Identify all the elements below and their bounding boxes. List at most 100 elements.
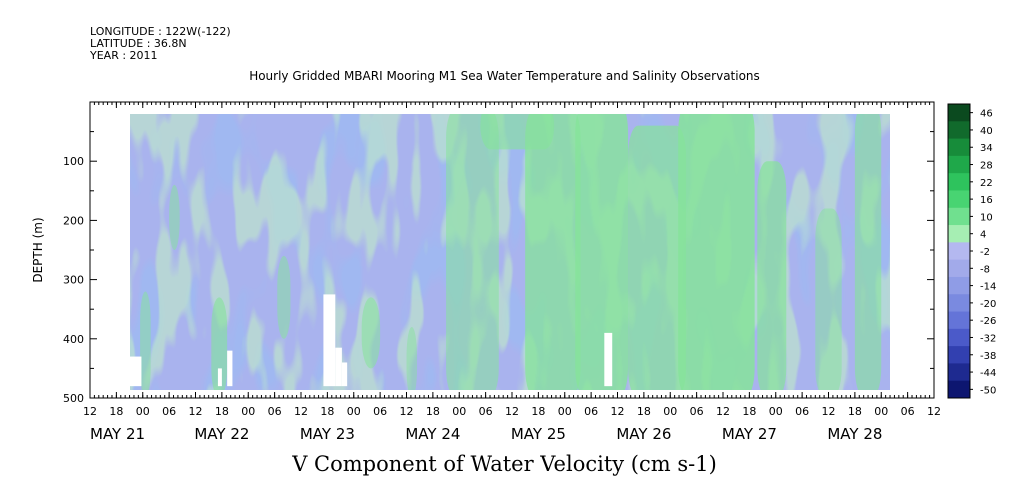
y-tick-label: 400 bbox=[63, 333, 84, 346]
x-axis-title: V Component of Water Velocity (cm s-1) bbox=[292, 452, 717, 476]
data-gap bbox=[335, 347, 342, 387]
colorbar-swatch bbox=[948, 276, 970, 295]
x-tick-label: 06 bbox=[162, 405, 176, 418]
x-tick-label: 00 bbox=[452, 405, 466, 418]
chart-title: Hourly Gridded MBARI Mooring M1 Sea Wate… bbox=[249, 69, 760, 83]
x-tick-label: 12 bbox=[189, 405, 203, 418]
x-tick-label: 06 bbox=[584, 405, 598, 418]
colorbar-swatch bbox=[948, 380, 970, 399]
colorbar-swatch bbox=[948, 225, 970, 243]
x-tick-label: 18 bbox=[848, 405, 862, 418]
colorbar-swatch bbox=[948, 259, 970, 278]
colorbar-label: -8 bbox=[980, 264, 990, 275]
positive-band bbox=[628, 125, 687, 390]
x-day-label: MAY 24 bbox=[405, 425, 460, 443]
colorbar-swatch bbox=[948, 155, 970, 174]
x-tick-label: 18 bbox=[320, 405, 334, 418]
x-tick-label: 12 bbox=[611, 405, 625, 418]
positive-velocity-regions bbox=[140, 114, 882, 390]
data-gap bbox=[217, 368, 222, 387]
x-day-label: MAY 22 bbox=[194, 425, 249, 443]
positive-band bbox=[277, 255, 291, 339]
x-tick-label: 12 bbox=[822, 405, 836, 418]
x-tick-label: 06 bbox=[690, 405, 704, 418]
x-tick-label: 00 bbox=[347, 405, 361, 418]
colorbar-label: -38 bbox=[980, 351, 996, 362]
positive-band bbox=[140, 291, 151, 390]
colorbar-swatch bbox=[948, 190, 970, 209]
positive-band bbox=[678, 114, 755, 390]
colorbar: 46 40 34 28 22 16 10 4 -2 -8 -14 -20 -26 -32 -38 -44 -50 bbox=[947, 103, 996, 399]
longitude-label: LONGITUDE : 122W(-122) bbox=[90, 25, 231, 38]
x-tick-label: 00 bbox=[769, 405, 783, 418]
colorbar-swatch bbox=[948, 242, 970, 261]
positive-band bbox=[169, 184, 180, 250]
x-day-label: MAY 26 bbox=[616, 425, 671, 443]
colorbar-swatch bbox=[948, 363, 970, 382]
data-gap bbox=[323, 294, 336, 387]
colorbar-label: -20 bbox=[980, 299, 996, 310]
y-tick-label: 500 bbox=[63, 392, 84, 405]
colorbar-swatch bbox=[948, 173, 970, 191]
colorbar-label: 16 bbox=[980, 195, 993, 206]
x-day-label: MAY 23 bbox=[300, 425, 355, 443]
y-tick-label: 100 bbox=[63, 155, 84, 168]
x-tick-label: 18 bbox=[215, 405, 229, 418]
data-gap bbox=[341, 362, 348, 387]
positive-band bbox=[525, 114, 581, 390]
colorbar-label: 4 bbox=[980, 230, 986, 241]
colorbar-label: 34 bbox=[980, 143, 993, 154]
colorbar-label: 28 bbox=[980, 161, 993, 172]
y-axis: 100 200 300 400 500 bbox=[63, 101, 934, 405]
x-day-label: MAY 27 bbox=[722, 425, 777, 443]
x-day-label: MAY 28 bbox=[827, 425, 882, 443]
colorbar-swatch bbox=[948, 311, 970, 330]
x-tick-label: 12 bbox=[294, 405, 308, 418]
y-tick-label: 200 bbox=[63, 214, 84, 227]
x-tick-label: 00 bbox=[136, 405, 150, 418]
x-tick-label: 00 bbox=[241, 405, 255, 418]
x-tick-label: 18 bbox=[426, 405, 440, 418]
positive-band bbox=[361, 297, 381, 369]
x-tick-label: 18 bbox=[637, 405, 651, 418]
x-day-label: MAY 25 bbox=[511, 425, 566, 443]
colorbar-swatch bbox=[948, 328, 970, 347]
x-tick-label: 00 bbox=[663, 405, 677, 418]
y-axis-title: DEPTH (m) bbox=[31, 217, 45, 282]
colorbar-label: 46 bbox=[980, 109, 993, 120]
x-tick-label: 00 bbox=[874, 405, 888, 418]
positive-band bbox=[854, 114, 882, 390]
x-day-label: MAY 21 bbox=[90, 425, 145, 443]
year-label: YEAR : 2011 bbox=[90, 49, 158, 62]
x-tick-label: 06 bbox=[479, 405, 493, 418]
x-tick-label: 12 bbox=[716, 405, 730, 418]
positive-band bbox=[757, 161, 787, 390]
x-tick-label: 12 bbox=[83, 405, 97, 418]
colorbar-swatch bbox=[948, 207, 970, 226]
positive-band bbox=[446, 114, 499, 390]
data-gap bbox=[227, 350, 233, 387]
positive-band bbox=[815, 208, 842, 390]
x-tick-label: 06 bbox=[901, 405, 915, 418]
positive-band bbox=[406, 326, 418, 390]
colorbar-label: -14 bbox=[980, 282, 996, 293]
x-tick-label: 00 bbox=[558, 405, 572, 418]
colorbar-label: 10 bbox=[980, 212, 993, 223]
missing-data-gaps bbox=[126, 294, 613, 387]
x-tick-label: 18 bbox=[742, 405, 756, 418]
colorbar-swatch bbox=[948, 138, 970, 157]
positive-band bbox=[575, 114, 629, 390]
data-gap bbox=[604, 332, 613, 387]
colorbar-label: -2 bbox=[980, 247, 990, 258]
colorbar-label: 40 bbox=[980, 126, 993, 137]
colorbar-swatch bbox=[948, 121, 970, 140]
x-tick-label: 06 bbox=[268, 405, 282, 418]
x-tick-label: 06 bbox=[795, 405, 809, 418]
colorbar-label: -44 bbox=[980, 368, 996, 379]
y-tick-label: 300 bbox=[63, 274, 84, 287]
colorbar-label: 22 bbox=[980, 178, 993, 189]
colorbar-swatch bbox=[948, 294, 970, 313]
x-tick-label: 18 bbox=[531, 405, 545, 418]
colorbar-swatch bbox=[948, 104, 970, 122]
